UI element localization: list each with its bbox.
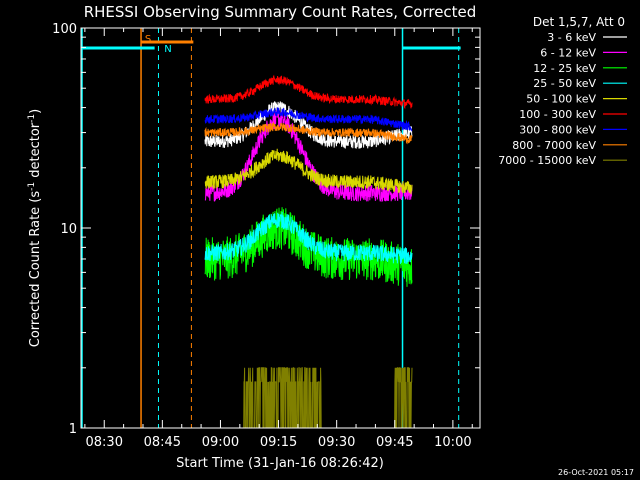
legend-entry-label: 6 - 12 keV [540, 46, 596, 59]
legend-entry-label: 50 - 100 keV [526, 93, 596, 106]
y-axis-label: Corrected Count Rate (s-1 detector-1) [27, 109, 43, 347]
legend-entry-label: 100 - 300 keV [519, 108, 596, 121]
legend-entry-label: 12 - 25 keV [533, 62, 596, 75]
chart-title: RHESSI Observing Summary Count Rates, Co… [84, 3, 477, 21]
series-line [205, 367, 413, 429]
legend-entry-label: 300 - 800 keV [519, 123, 596, 136]
y-axis-ticks: 1 10 100 [52, 22, 480, 437]
legend-entry-label: 3 - 6 keV [547, 31, 596, 44]
x-axis-ticks: 08:30 08:45 09:00 09:15 09:30 09:45 10:00 [84, 28, 473, 450]
y-axis-label-main: Corrected Count Rate (s [28, 191, 43, 348]
series-line [204, 101, 413, 149]
y-tick-label: 10 [60, 222, 77, 237]
night-flag-label: N [164, 44, 171, 55]
legend-entry-label: 25 - 50 keV [533, 77, 596, 90]
x-tick-label: 09:00 [202, 435, 239, 450]
legend-entry-label: 7000 - 15000 keV [498, 154, 596, 167]
plot-area: SN [81, 28, 461, 429]
series-line [204, 148, 413, 195]
x-tick-label: 09:45 [376, 435, 413, 450]
legend: 3 - 6 keV 6 - 12 keV 12 - 25 keV 25 - 50 ke… [498, 31, 627, 167]
y-tick-label: 100 [52, 22, 77, 37]
series-line [204, 211, 413, 264]
y-axis-label-mid: detector [28, 122, 43, 182]
series-line [204, 74, 413, 110]
y-axis-label-sup2: -1 [27, 114, 37, 123]
x-tick-label: 09:15 [260, 435, 297, 450]
footer-timestamp: 26-Oct-2021 05:17 [558, 468, 634, 477]
x-tick-label: 08:30 [86, 435, 123, 450]
y-tick-label: 1 [69, 422, 77, 437]
legend-entry-label: 800 - 7000 keV [512, 139, 596, 152]
legend-title: Det 1,5,7, Att 0 [533, 15, 625, 29]
x-tick-label: 09:30 [318, 435, 355, 450]
x-tick-label: 08:45 [144, 435, 181, 450]
x-axis-label: Start Time (31-Jan-16 08:26:42) [176, 456, 384, 471]
series-line [204, 106, 413, 132]
y-axis-label-sup1: -1 [27, 182, 37, 191]
series-line [204, 121, 413, 145]
saa-flag-label: S [145, 34, 151, 45]
x-tick-label: 10:00 [434, 435, 471, 450]
y-axis-label-end: ) [28, 109, 43, 114]
